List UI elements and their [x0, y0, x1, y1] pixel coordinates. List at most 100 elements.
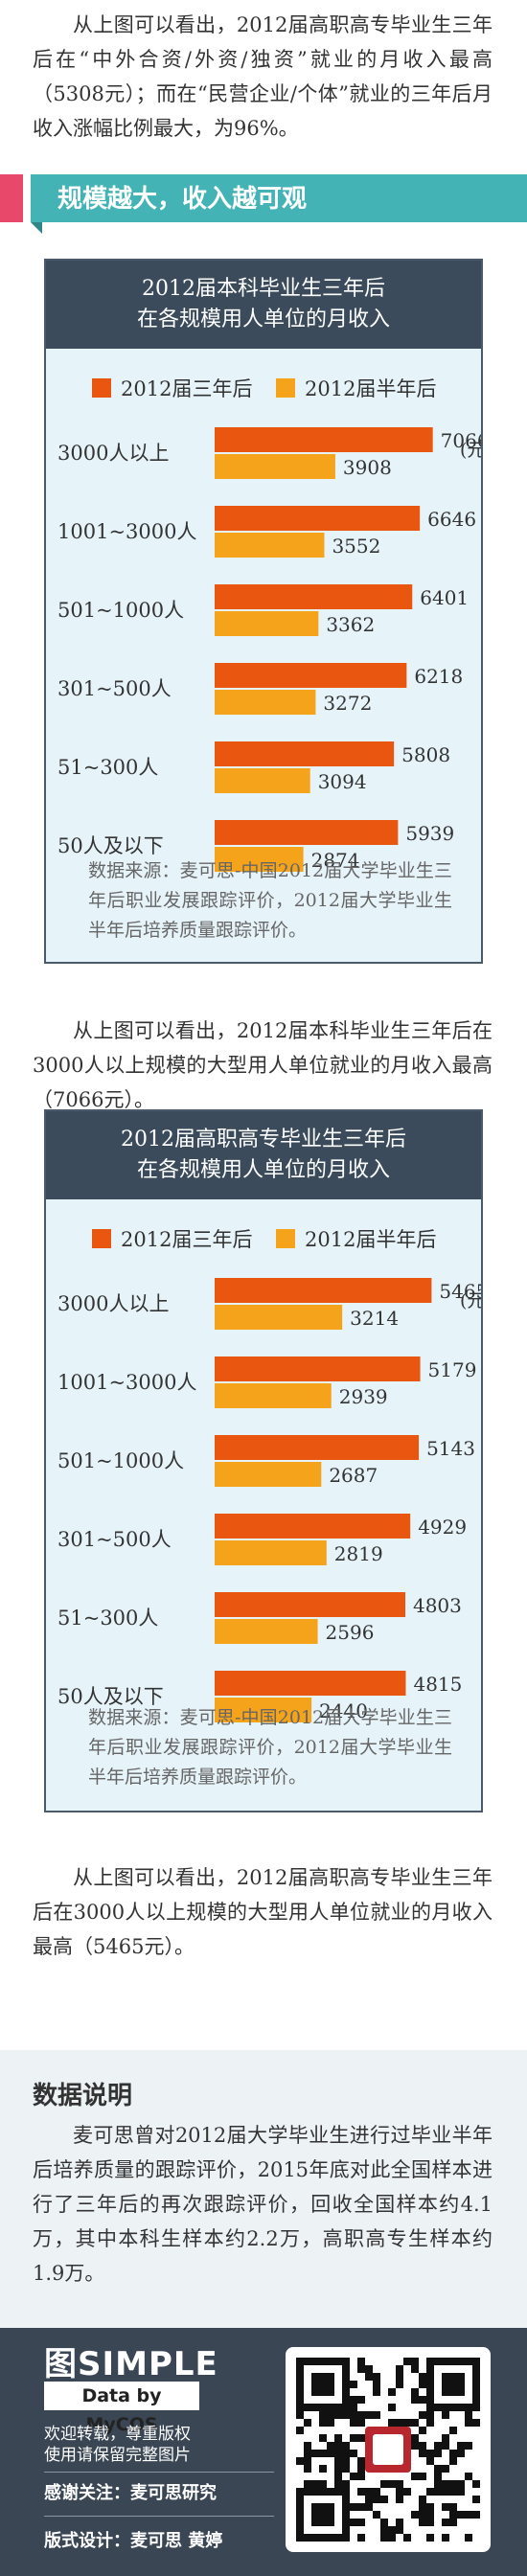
bar-value-label: 6401 — [420, 586, 469, 609]
bar-value-label: 5808 — [401, 743, 450, 766]
bar-3yr — [215, 584, 413, 609]
bar-3yr — [215, 1278, 432, 1303]
chart2-summary: 从上图可以看出，2012届高职高专毕业生三年后在3000人以上规模的大型用人单位… — [33, 1866, 493, 1958]
bar-value-label: 6218 — [414, 665, 463, 688]
legend-swatch-3yr — [92, 378, 111, 398]
section-header-accent — [0, 174, 23, 222]
unit-label: (元) — [460, 440, 481, 461]
bar-half — [215, 533, 325, 558]
bar-3yr — [215, 1671, 406, 1696]
category-label: 3000人以上 — [57, 1292, 169, 1315]
bar-value-label: 4815 — [413, 1673, 462, 1696]
category-label: 1001~3000人 — [57, 520, 196, 543]
bar-3yr — [215, 663, 407, 688]
category-label: 501~1000人 — [57, 1449, 184, 1472]
chart-title: 2012届高职高专毕业生三年后 在各规模用人单位的月收入 — [46, 1111, 481, 1199]
bar-3yr — [215, 427, 433, 452]
bar-3yr — [215, 1435, 420, 1460]
bar-3yr — [215, 506, 421, 531]
legend-label-half: 2012届半年后 — [305, 1228, 437, 1251]
qr-code-icon — [286, 2347, 491, 2552]
section-header-fold — [31, 222, 42, 234]
bar-value-label: 3362 — [326, 613, 375, 636]
chart-card-undergrad: 2012届本科毕业生三年后 在各规模用人单位的月收入 2012届三年后 2012… — [44, 259, 483, 964]
bar-value-label: 4929 — [418, 1516, 467, 1539]
bar-3yr — [215, 1356, 421, 1381]
bar-3yr — [215, 820, 399, 845]
chart1-summary: 从上图可以看出，2012届本科毕业生三年后在3000人以上规模的大型用人单位就业… — [33, 1019, 493, 1111]
bar-value-label: 3552 — [332, 535, 380, 558]
intro-paragraph: 从上图可以看出，2012届高职高专毕业生三年后在“中外合资/外资/独资”就业的月… — [33, 13, 493, 140]
bar-3yr — [215, 1592, 405, 1617]
data-note-title: 数据说明 — [33, 2082, 133, 2110]
legend-item-3yr: 2012届三年后 — [92, 1224, 252, 1253]
bar-half — [215, 1540, 327, 1565]
bar-3yr — [215, 741, 395, 766]
chart-title: 2012届本科毕业生三年后 在各规模用人单位的月收入 — [46, 261, 481, 349]
category-label: 301~500人 — [57, 677, 172, 700]
chart-legend: 2012届三年后 2012届半年后 — [46, 374, 481, 402]
bar-value-label: 2596 — [326, 1621, 375, 1644]
chart-card-vocational: 2012届高职高专毕业生三年后 在各规模用人单位的月收入 2012届三年后 20… — [44, 1109, 483, 1812]
bar-value-label: 6646 — [427, 508, 476, 531]
footer-thanks: 感谢关注：麦可思研究 — [44, 2483, 217, 2503]
category-label: 1001~3000人 — [57, 1371, 196, 1394]
chart-plot-undergrad: 3000人以上 7066 3908 1001~3000人 6646 3552 501~100… — [57, 427, 481, 872]
chart-title-line2: 在各规模用人单位的月收入 — [136, 1158, 390, 1182]
footer-divider — [44, 2516, 274, 2517]
legend-swatch-half — [276, 1229, 295, 1248]
legend-item-3yr: 2012届三年后 — [92, 374, 252, 402]
legend-item-half: 2012届半年后 — [276, 374, 436, 402]
brand-badge: Data by MyCOS — [44, 2382, 199, 2435]
bar-half — [215, 1698, 312, 1722]
chart-source: 数据来源：麦可思-中国2012届大学毕业生三年后职业发展跟踪评价，2012届大学… — [88, 1707, 452, 1788]
category-label: 301~500人 — [57, 1528, 172, 1551]
bar-value-label: 5143 — [426, 1437, 475, 1460]
section-title: 规模越大，收入越可观 — [57, 185, 308, 214]
footer-divider — [44, 2472, 274, 2473]
bar-value-label: 5939 — [405, 822, 454, 845]
section-header-bar — [31, 174, 527, 222]
chart-title-line1: 2012届本科毕业生三年后 — [142, 277, 385, 301]
qr-code-pattern — [296, 2358, 480, 2542]
bar-value-label: 5179 — [428, 1358, 477, 1381]
bar-half — [215, 1305, 343, 1330]
bar-value-label: 2819 — [334, 1542, 383, 1565]
bar-half — [215, 611, 319, 636]
bar-half — [215, 847, 304, 872]
unit-label: (元) — [460, 1290, 481, 1311]
bar-half — [215, 768, 310, 793]
category-label: 51~300人 — [57, 756, 158, 779]
bar-half — [215, 1462, 322, 1487]
category-label: 50人及以下 — [57, 1685, 164, 1708]
bar-value-label: 5465 — [439, 1280, 481, 1303]
category-label: 50人及以下 — [57, 834, 164, 857]
bar-value-label: 2687 — [329, 1464, 378, 1487]
legend-swatch-3yr — [92, 1229, 111, 1248]
bar-value-label: 3094 — [318, 770, 367, 793]
bar-value-label: 2874 — [311, 849, 360, 872]
section-header: 规模越大，收入越可观 — [0, 169, 527, 238]
data-note-text: 麦可思曾对2012届大学毕业生进行过毕业半年后培养质量的跟踪评价，2015年底对… — [33, 2124, 493, 2285]
category-label: 51~300人 — [57, 1607, 158, 1630]
legend-label-3yr: 2012届三年后 — [121, 1228, 253, 1251]
chart-plot-vocational: 3000人以上 5465 3214 1001~3000人 5179 2939 501~100… — [57, 1278, 481, 1722]
chart-title-line1: 2012届高职高专毕业生三年后 — [121, 1128, 406, 1151]
category-label: 3000人以上 — [57, 442, 169, 465]
footer-copyright-line1: 欢迎转载，尊重版权 — [44, 2425, 191, 2444]
bar-value-label: 2440 — [319, 1699, 368, 1722]
bar-value-label: 3214 — [350, 1307, 399, 1330]
legend-item-half: 2012届半年后 — [276, 1224, 436, 1253]
chart-legend: 2012届三年后 2012届半年后 — [46, 1224, 481, 1253]
category-label: 501~1000人 — [57, 599, 184, 622]
legend-swatch-half — [276, 378, 295, 398]
bar-value-label: 4803 — [413, 1594, 462, 1617]
legend-label-3yr: 2012届三年后 — [121, 377, 253, 400]
bar-half — [215, 454, 335, 479]
footer-copyright-line2: 使用请保留完整图片 — [44, 2446, 191, 2465]
chart-source: 数据来源：麦可思-中国2012届大学毕业生三年后职业发展跟踪评价，2012届大学… — [88, 860, 452, 941]
data-note-panel — [0, 2050, 527, 2328]
bar-value-label: 3272 — [323, 692, 372, 715]
footer: 图SIMPLE Data by MyCOS 欢迎转载，尊重版权 使用请保留完整图… — [0, 2328, 527, 2576]
bar-half — [215, 1383, 332, 1408]
